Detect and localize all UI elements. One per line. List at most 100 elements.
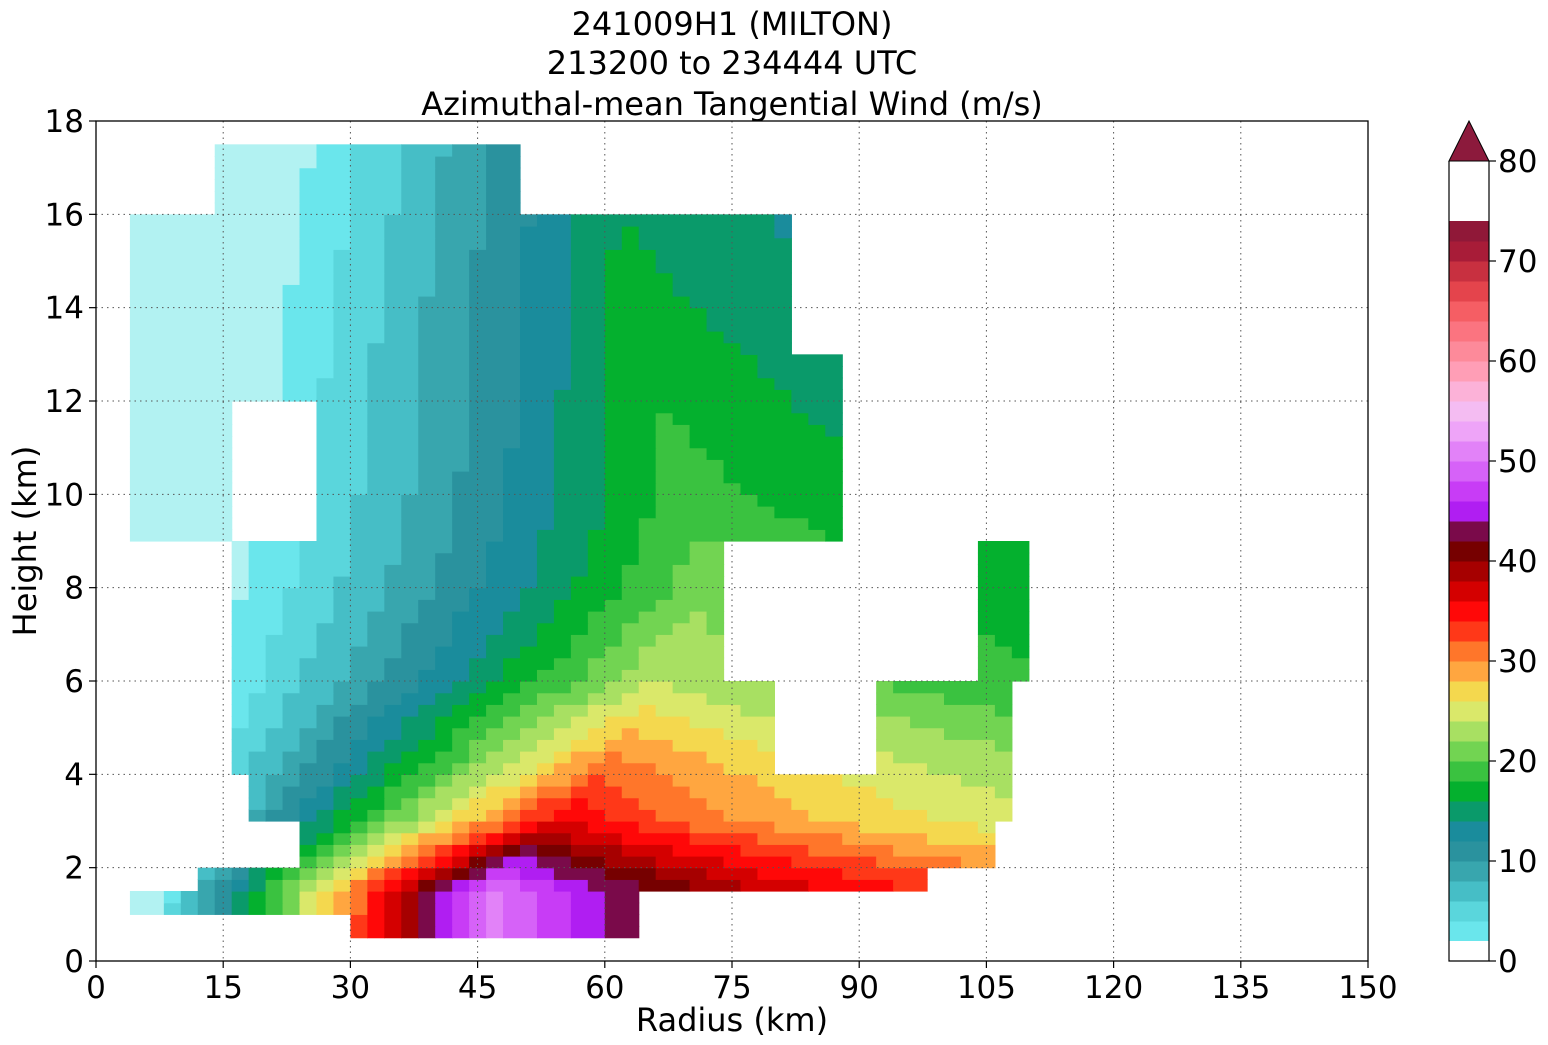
contour-cell — [570, 844, 623, 857]
contour-cell — [435, 237, 487, 250]
contour-cell — [486, 832, 504, 845]
contour-cell — [842, 867, 928, 880]
contour-cell — [977, 576, 1030, 589]
contour-cell — [452, 727, 487, 740]
contour-cell — [129, 529, 233, 542]
contour-cell — [299, 576, 335, 589]
contour-cell — [333, 821, 351, 834]
contour-cell — [265, 879, 284, 892]
contour-cell — [503, 611, 555, 624]
contour-cell — [1011, 646, 1030, 659]
contour-cell — [384, 587, 436, 600]
contour-cell — [248, 716, 284, 729]
x-axis: 0 15 30 45 60 75 90 105 120 135 150 — [86, 961, 1398, 1006]
contour-cell — [367, 902, 385, 915]
contour-cell — [452, 832, 470, 845]
colorbar-band — [1449, 901, 1489, 922]
contour-cell — [469, 844, 487, 857]
contour-cell — [469, 284, 521, 297]
contour-cell — [333, 331, 385, 344]
contour-cell — [231, 716, 250, 729]
contour-cell — [350, 167, 402, 180]
contour-cell — [604, 436, 657, 449]
contour-cell — [129, 471, 233, 484]
contour-cell — [418, 809, 436, 822]
contour-cell — [384, 832, 402, 845]
contour-cell — [401, 156, 436, 169]
contour-cell — [333, 296, 385, 309]
contour-cell — [265, 774, 301, 787]
contour-cell — [604, 307, 708, 320]
contour-cell — [401, 179, 436, 192]
contour-cell — [418, 856, 436, 869]
contour-cell — [689, 296, 792, 309]
y-tick-label: 0 — [64, 944, 84, 980]
contour-cell — [621, 786, 691, 799]
contour-cell — [469, 249, 521, 262]
colorbar-band — [1449, 821, 1489, 842]
y-axis-label: Height (km) — [6, 446, 44, 637]
contour-cell — [757, 354, 843, 367]
contour-cell — [655, 436, 691, 449]
contour-cell — [570, 249, 606, 262]
contour-cell — [299, 797, 335, 810]
contour-cell — [333, 576, 385, 589]
contour-cell — [384, 762, 419, 775]
contour-cell — [214, 202, 301, 215]
colorbar-band — [1449, 721, 1489, 742]
contour-cell — [520, 284, 572, 297]
contour-cell — [367, 424, 419, 437]
grid-lines — [96, 121, 1368, 961]
contour-cell — [316, 786, 335, 799]
contour-cell — [994, 739, 1013, 752]
contour-cell — [435, 214, 487, 227]
contour-cell — [265, 902, 284, 915]
contour-cell — [350, 191, 402, 204]
contour-cell — [486, 214, 538, 227]
contour-cell — [129, 389, 284, 402]
contour-cell — [350, 704, 385, 717]
colorbar-tick-label: 80 — [1498, 144, 1537, 180]
contour-cell — [486, 704, 521, 717]
contour-cell — [401, 902, 419, 915]
contour-cell — [367, 482, 419, 495]
contour-cell — [808, 412, 843, 425]
contour-cell — [893, 797, 1013, 810]
contour-cell — [469, 657, 504, 670]
contour-cell — [469, 821, 504, 834]
contour-cell — [231, 634, 267, 647]
colorbar-band — [1449, 281, 1489, 302]
contour-cell — [486, 844, 504, 857]
contour-cell — [180, 902, 199, 915]
contour-cell — [316, 144, 351, 157]
contour-cell — [333, 272, 385, 285]
contour-cell — [384, 261, 436, 274]
contour-cell — [621, 669, 725, 682]
contour-cell — [723, 856, 792, 869]
contour-cell — [486, 914, 504, 927]
contour-cell — [706, 751, 775, 764]
contour-cell — [384, 284, 436, 297]
contour-cell — [384, 226, 436, 239]
contour-cell — [553, 704, 589, 717]
contour-cell — [265, 681, 301, 694]
contour-cell — [757, 739, 775, 752]
colorbar-band — [1449, 501, 1489, 522]
contour-cell — [282, 599, 335, 612]
contour-cell — [299, 762, 335, 775]
contour-cell — [604, 646, 640, 659]
contour-cell — [740, 482, 843, 495]
contour-cell — [520, 307, 572, 320]
contour-cell — [231, 552, 250, 565]
contour-cell — [129, 366, 284, 379]
contour-cell — [570, 914, 606, 927]
contour-cell — [570, 797, 589, 810]
contour-cell — [248, 902, 267, 915]
contour-cell — [231, 611, 284, 624]
contour-cell — [401, 622, 453, 635]
y-tick-label: 16 — [45, 197, 84, 233]
contour-cell — [418, 739, 453, 752]
contour-cell — [808, 844, 894, 857]
contour-cell — [536, 786, 572, 799]
contour-cell — [774, 214, 792, 227]
